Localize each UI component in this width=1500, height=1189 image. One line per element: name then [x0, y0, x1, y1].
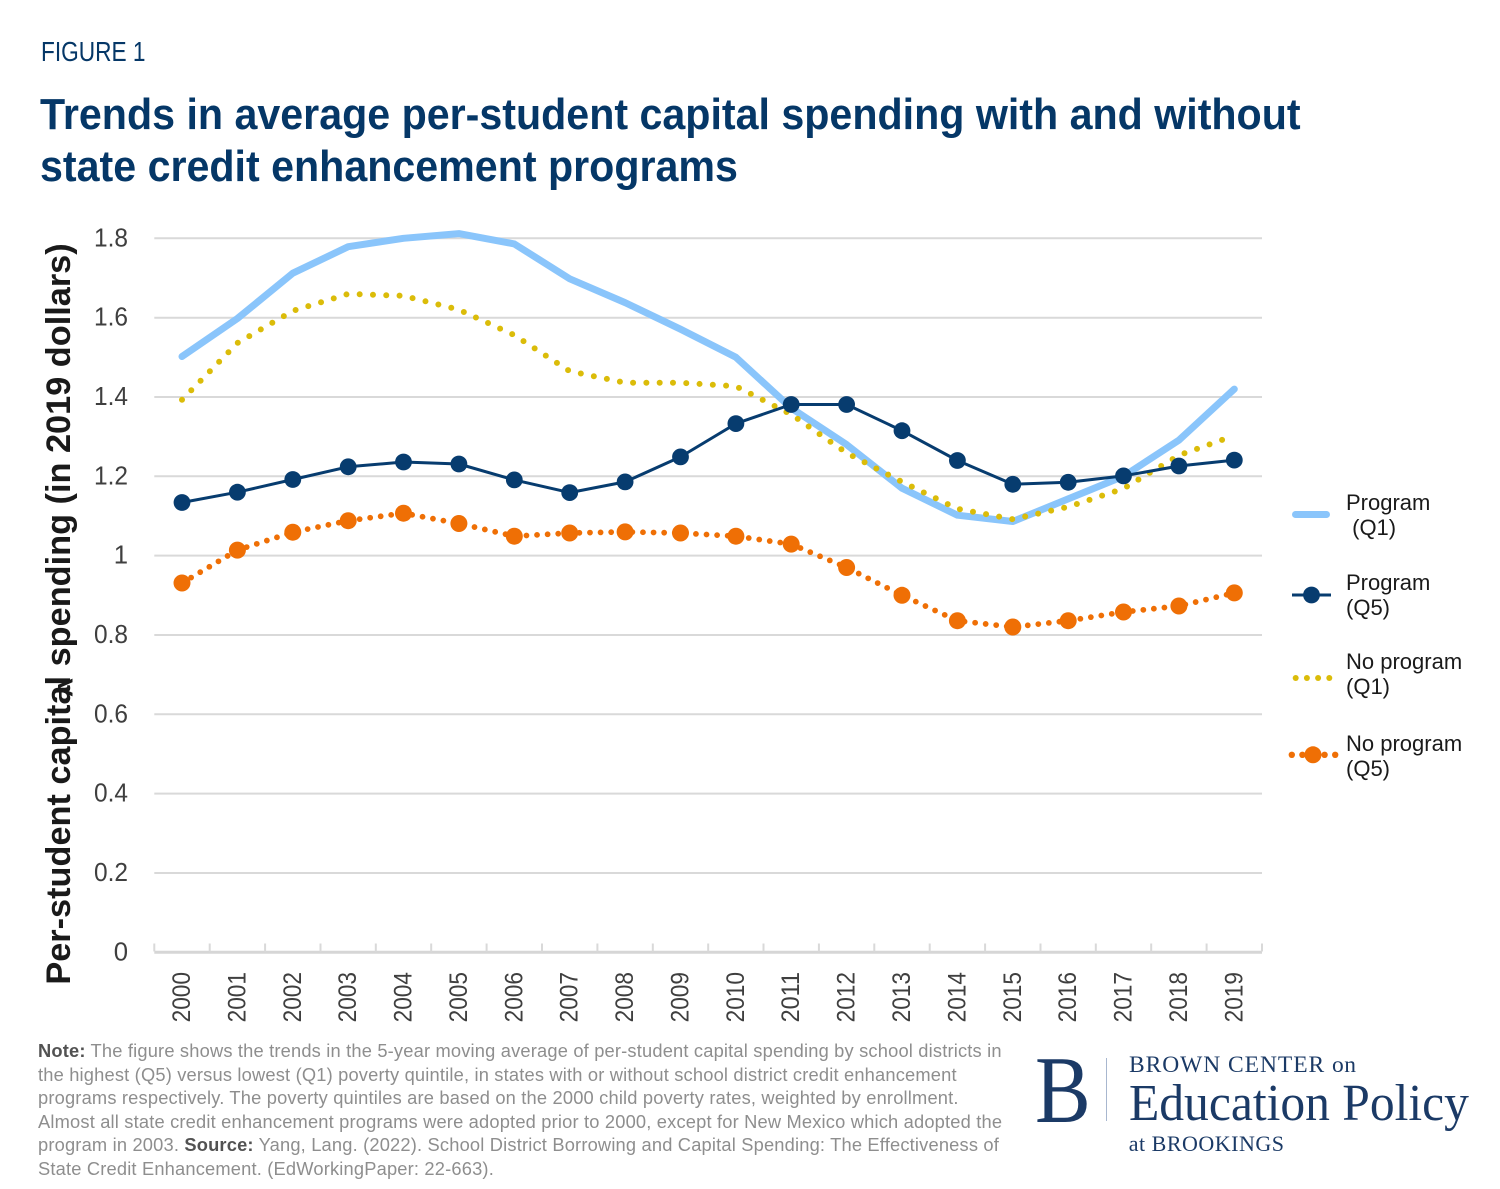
svg-text:0.6: 0.6: [94, 700, 128, 728]
svg-text:0.4: 0.4: [94, 780, 128, 808]
svg-text:0: 0: [114, 938, 128, 966]
svg-text:2000: 2000: [168, 972, 196, 1022]
svg-text:1.2: 1.2: [94, 462, 128, 490]
svg-text:Per-student capital spending (: Per-student capital spending (in 2019 do…: [40, 243, 78, 984]
svg-text:1.8: 1.8: [94, 224, 128, 252]
svg-text:1.6: 1.6: [94, 304, 128, 332]
svg-text:2018: 2018: [1165, 972, 1193, 1022]
svg-text:2002: 2002: [279, 972, 307, 1022]
svg-text:2006: 2006: [500, 972, 528, 1022]
svg-text:2019: 2019: [1220, 972, 1248, 1022]
svg-text:2009: 2009: [667, 972, 695, 1022]
svg-text:2017: 2017: [1110, 972, 1138, 1022]
svg-text:2011: 2011: [777, 972, 805, 1022]
svg-text:2010: 2010: [722, 972, 750, 1022]
svg-text:2004: 2004: [390, 972, 418, 1022]
svg-text:2001: 2001: [223, 972, 251, 1022]
svg-text:2013: 2013: [888, 972, 916, 1022]
svg-text:^: ^: [51, 678, 88, 697]
svg-text:2012: 2012: [833, 972, 861, 1022]
svg-text:1.4: 1.4: [94, 383, 128, 411]
svg-text:2005: 2005: [445, 972, 473, 1022]
svg-text:2016: 2016: [1054, 972, 1082, 1022]
svg-text:0.8: 0.8: [94, 621, 128, 649]
svg-text:2003: 2003: [334, 972, 362, 1022]
svg-text:2007: 2007: [556, 972, 584, 1022]
svg-text:2014: 2014: [943, 972, 971, 1022]
svg-text:1: 1: [114, 542, 128, 570]
svg-text:0.2: 0.2: [94, 859, 128, 887]
svg-text:2015: 2015: [999, 972, 1027, 1022]
svg-text:2008: 2008: [611, 972, 639, 1022]
